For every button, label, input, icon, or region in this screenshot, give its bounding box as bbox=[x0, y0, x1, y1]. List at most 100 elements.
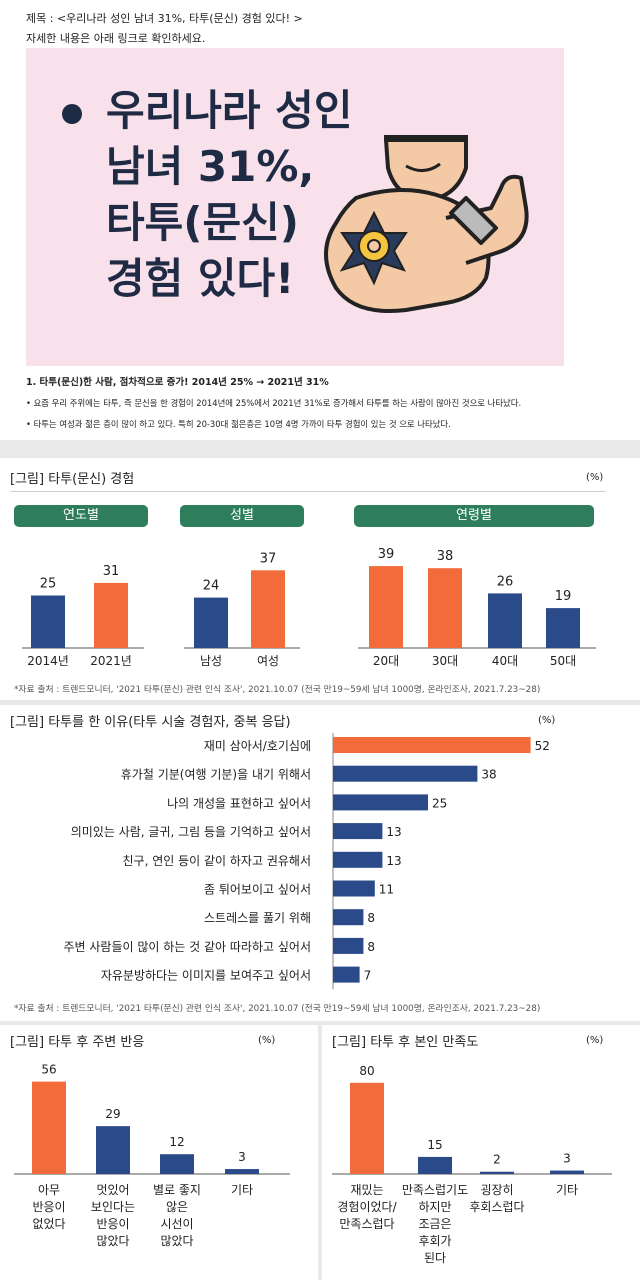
data-label: 15 bbox=[427, 1138, 442, 1152]
category-label: 주변 사람들이 많이 하는 것 같아 따라하고 싶어서 bbox=[63, 940, 311, 954]
tick-label: 많았다 bbox=[96, 1234, 129, 1248]
data-label: 13 bbox=[386, 854, 401, 868]
data-label: 13 bbox=[386, 825, 401, 839]
post-card: 제목 : <우리나라 성인 남녀 31%, 타투(문신) 경험 있다! > 자세… bbox=[0, 0, 640, 440]
bar bbox=[350, 1082, 384, 1174]
category-label: 좀 튀어보이고 싶어서 bbox=[204, 883, 311, 897]
tick-label: 2021년 bbox=[90, 654, 132, 668]
tick-label: 조금은 bbox=[418, 1217, 451, 1231]
chart-title: [그림] 타투 후 주변 반응 bbox=[10, 1035, 145, 1050]
chart-tattoo-reasons: [그림] 타투를 한 이유(타투 시술 경험자, 중복 응답) (%) 52 재미… bbox=[0, 705, 640, 1021]
data-label: 3 bbox=[563, 1152, 571, 1166]
chart-title: [그림] 타투 후 본인 만족도 bbox=[332, 1035, 479, 1050]
tick-label: 시선이 bbox=[160, 1217, 193, 1231]
data-label: 80 bbox=[359, 1064, 374, 1078]
point-heading: 1. 타투(문신)한 사람, 점차적으로 증가! 2014년 25% → 202… bbox=[26, 377, 329, 388]
group-label: 성별 bbox=[180, 505, 304, 527]
tick-label: 멋있어 bbox=[96, 1183, 129, 1197]
banner-line: 우리나라 성인 bbox=[106, 86, 353, 135]
data-label: 3 bbox=[238, 1150, 246, 1164]
bullet-text: • 타투는 여성과 젊은 층이 많이 하고 있다. 특히 20-30대 젊은층은… bbox=[26, 419, 451, 429]
category-label: 재미 삼아서/호기심에 bbox=[204, 739, 311, 753]
star-tattoo-icon bbox=[339, 210, 408, 286]
chart-2-plot: 52 재미 삼아서/호기심에 38 휴가철 기분(여행 기분)을 내기 위해서 25 나의… bbox=[63, 733, 550, 990]
data-label: 26 bbox=[497, 574, 514, 589]
category-label: 스트레스를 풀기 위해 bbox=[204, 911, 311, 925]
tick-label: 없었다 bbox=[32, 1217, 65, 1231]
tick-label: 후회가 bbox=[418, 1234, 451, 1248]
bar bbox=[333, 909, 364, 926]
chart-tattoo-experience: [그림] 타투(문신) 경험 (%) 연도별 성별 연령별 25 2014년 31 2… bbox=[0, 458, 640, 700]
bar bbox=[160, 1154, 194, 1174]
data-label: 12 bbox=[169, 1135, 184, 1149]
bar bbox=[333, 737, 531, 753]
tick-label: 보인다는 bbox=[91, 1200, 135, 1214]
bar bbox=[333, 794, 428, 811]
data-label: 38 bbox=[481, 768, 496, 782]
tick-label: 기타 bbox=[556, 1183, 578, 1197]
category-label: 휴가철 기분(여행 기분)을 내기 위해서 bbox=[121, 767, 311, 782]
chart-unit: (%) bbox=[538, 715, 556, 726]
chart-title: [그림] 타투를 한 이유(타투 시술 경험자, 중복 응답) bbox=[10, 715, 291, 730]
data-label: 56 bbox=[41, 1063, 56, 1077]
chart-unit: (%) bbox=[586, 1035, 604, 1046]
post-title: 제목 : <우리나라 성인 남녀 31%, 타투(문신) 경험 있다! > bbox=[26, 12, 303, 25]
banner-bullet bbox=[62, 104, 82, 124]
chart-1-plot: 25 2014년 31 2021년 24 남성 37 여성 39 20대 38 30대 26 40대 19 5… bbox=[22, 547, 596, 668]
data-label: 25 bbox=[432, 796, 447, 810]
tick-label: 많았다 bbox=[160, 1234, 193, 1248]
data-label: 24 bbox=[203, 579, 220, 594]
bar bbox=[480, 1171, 514, 1174]
bar bbox=[333, 851, 383, 868]
tick-label: 남성 bbox=[200, 654, 222, 668]
tick-label: 만족스럽다 bbox=[339, 1217, 394, 1231]
bar bbox=[428, 568, 462, 648]
data-label: 8 bbox=[367, 940, 375, 954]
group-label: 연령별 bbox=[354, 505, 594, 527]
data-label: 25 bbox=[40, 577, 57, 592]
bar bbox=[333, 937, 364, 954]
bar bbox=[550, 1170, 584, 1174]
tick-label: 굉장히 bbox=[480, 1183, 513, 1197]
data-label: 38 bbox=[437, 549, 454, 564]
bar bbox=[488, 593, 522, 648]
tick-label: 30대 bbox=[432, 654, 458, 668]
tick-label: 만족스럽기도 bbox=[402, 1183, 468, 1197]
bar bbox=[225, 1169, 259, 1174]
chart-unit: (%) bbox=[586, 472, 604, 483]
data-label: 31 bbox=[103, 564, 120, 579]
tick-label: 50대 bbox=[550, 654, 576, 668]
bar bbox=[194, 597, 228, 648]
data-label: 2 bbox=[493, 1153, 501, 1167]
data-label: 52 bbox=[535, 739, 550, 753]
category-label: 의미있는 사람, 글귀, 그림 등을 기억하고 싶어서 bbox=[71, 825, 311, 839]
banner-line: 타투(문신) bbox=[106, 198, 299, 247]
tick-label: 기타 bbox=[231, 1183, 253, 1197]
bar bbox=[333, 823, 383, 840]
chart-source: *자료 출처 : 트렌드모니터, '2021 타투(문신) 관련 인식 조사',… bbox=[14, 1004, 541, 1014]
bar bbox=[96, 1126, 130, 1174]
banner-title: 우리나라 성인 남녀 31%, 타투(문신) 경험 있다! bbox=[106, 83, 406, 307]
data-label: 39 bbox=[378, 547, 395, 562]
tick-label: 된다 bbox=[424, 1251, 446, 1265]
tick-label: 않은 bbox=[166, 1200, 188, 1214]
bar bbox=[546, 608, 580, 648]
bar bbox=[333, 966, 360, 983]
tick-label: 경험이었다/ bbox=[337, 1200, 397, 1214]
category-label: 나의 개성을 표현하고 싶어서 bbox=[167, 796, 311, 810]
data-label: 29 bbox=[105, 1107, 120, 1121]
tick-label: 반응이 bbox=[96, 1217, 129, 1231]
tick-label: 하지만 bbox=[418, 1200, 451, 1214]
bar bbox=[31, 595, 65, 648]
tick-label: 40대 bbox=[492, 654, 518, 668]
bar bbox=[418, 1156, 452, 1174]
divider bbox=[10, 491, 606, 492]
chart-reaction: [그림] 타투 후 주변 반응 (%) 56 아무 반응이 없었다 29 멋있어 보인다는 반… bbox=[0, 1025, 318, 1280]
tick-label: 별로 좋지 bbox=[153, 1183, 201, 1197]
bar bbox=[333, 765, 478, 782]
tick-label: 재밌는 bbox=[350, 1183, 383, 1197]
category-label: 친구, 연인 등이 같이 하자고 권유해서 bbox=[123, 854, 312, 868]
